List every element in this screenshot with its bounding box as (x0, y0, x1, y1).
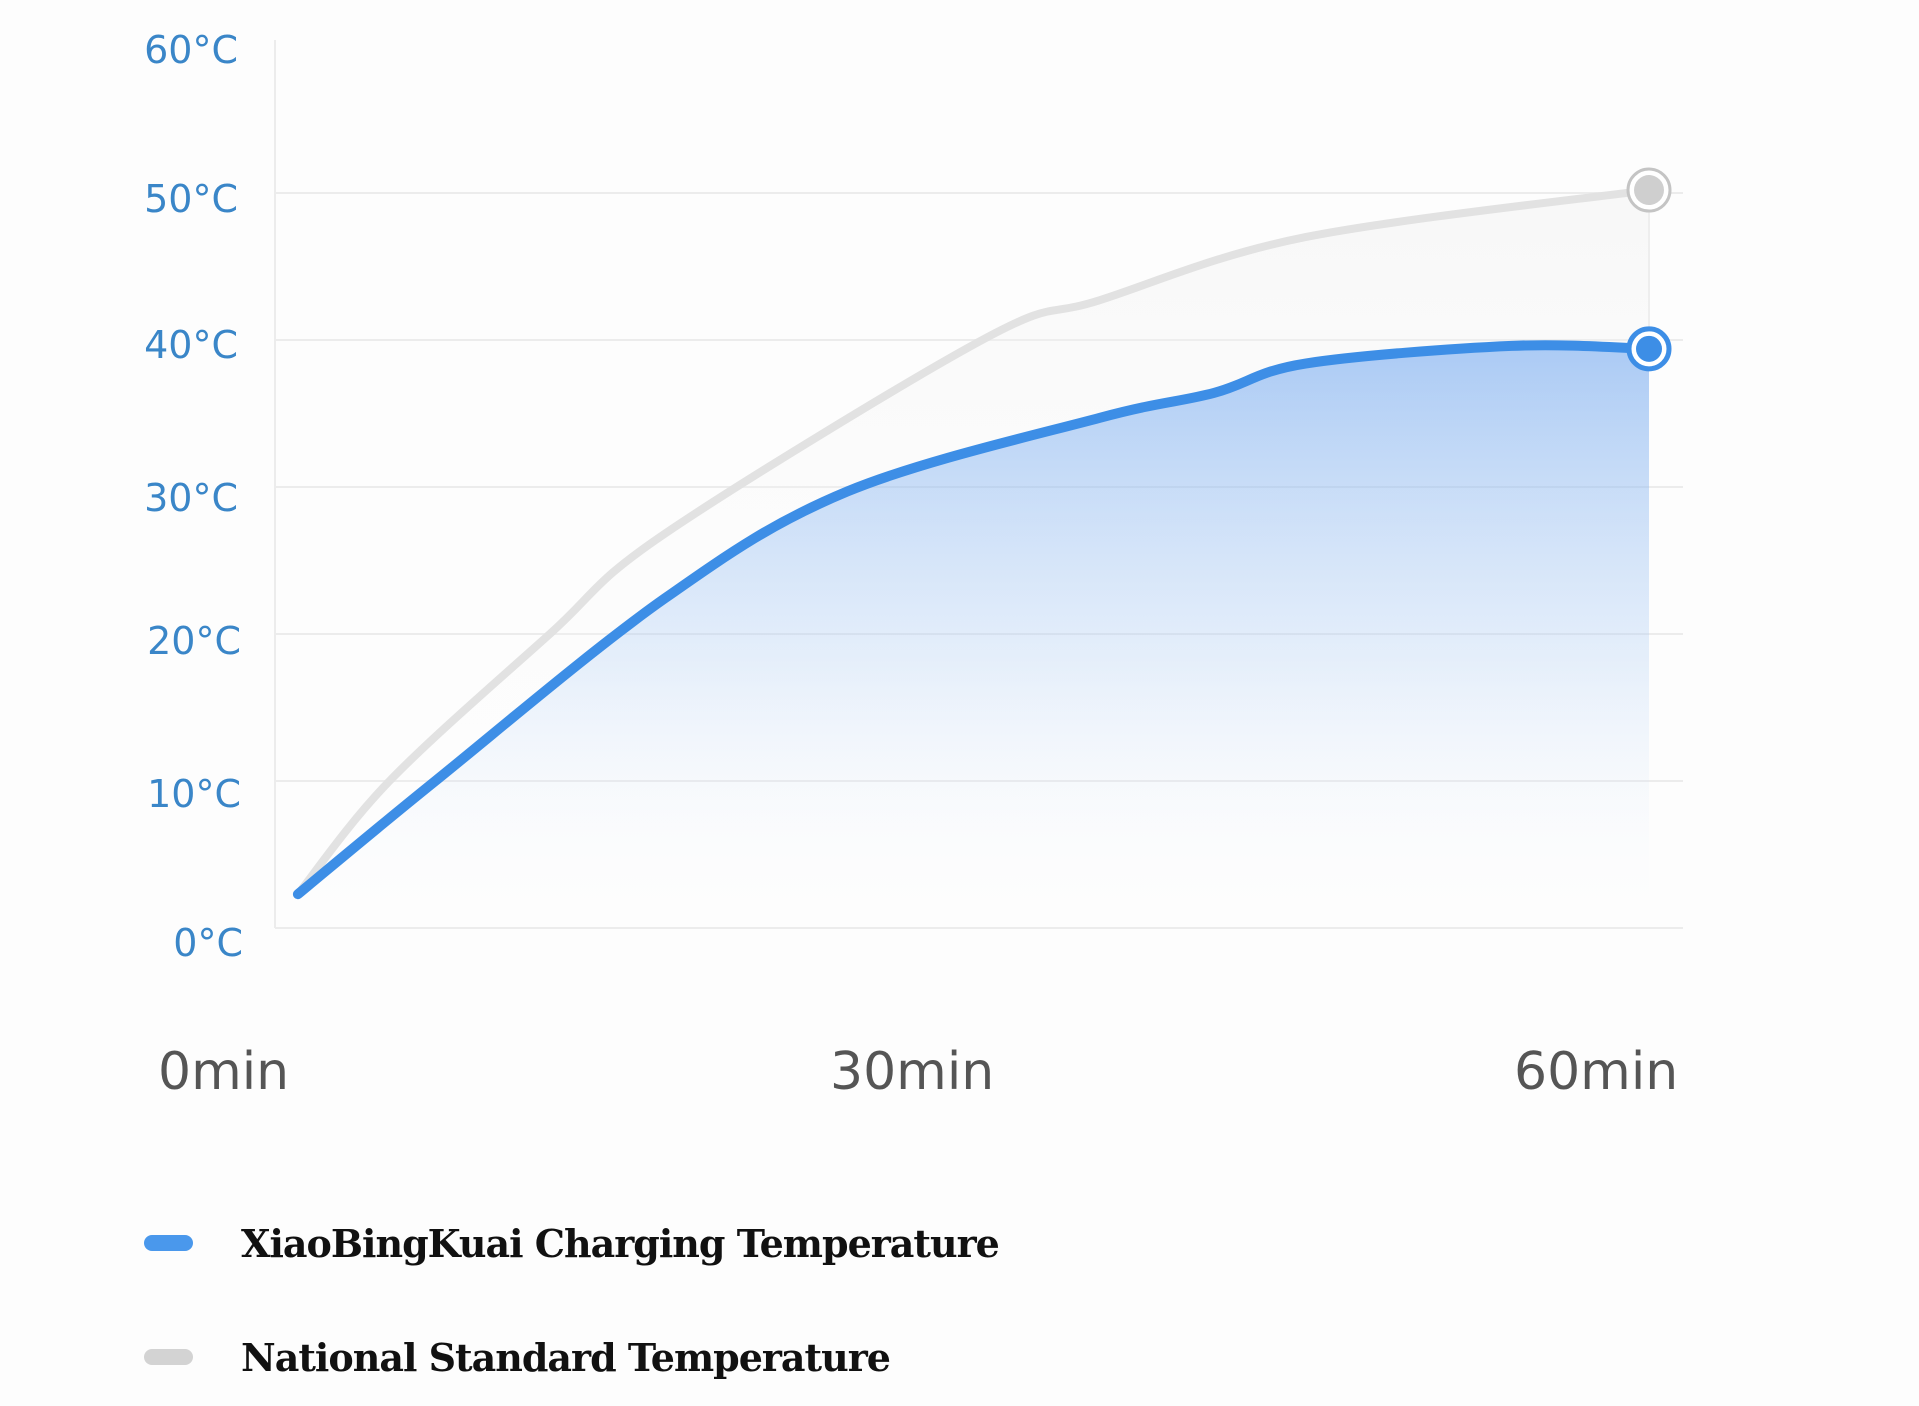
x-tick-30min: 30min (830, 1042, 995, 1102)
y-tick-20: 20°C (147, 619, 241, 663)
y-tick-10: 10°C (147, 772, 241, 816)
legend-label-charging: XiaoBingKuai Charging Temperature (241, 1220, 1000, 1266)
legend-label-standard: National Standard Temperature (241, 1334, 891, 1380)
y-tick-0: 0°C (173, 921, 243, 965)
charging-endpoint-marker (1626, 326, 1672, 372)
standard-endpoint-marker (1626, 167, 1672, 213)
standard-temperature-line (293, 186, 1653, 899)
y-tick-30: 30°C (144, 476, 238, 520)
charging-temperature-line (292, 340, 1654, 900)
legend-swatch-blue (144, 1235, 193, 1251)
legend-item-standard: National Standard Temperature (144, 1332, 891, 1382)
y-tick-60: 60°C (144, 28, 238, 72)
x-tick-0min: 0min (158, 1042, 290, 1102)
y-tick-50: 50°C (144, 177, 238, 221)
charging-area (297, 345, 1649, 928)
x-tick-60min: 60min (1514, 1042, 1679, 1102)
y-tick-40: 40°C (144, 323, 238, 367)
legend-swatch-gray (144, 1349, 193, 1365)
legend-item-charging: XiaoBingKuai Charging Temperature (144, 1218, 1000, 1268)
